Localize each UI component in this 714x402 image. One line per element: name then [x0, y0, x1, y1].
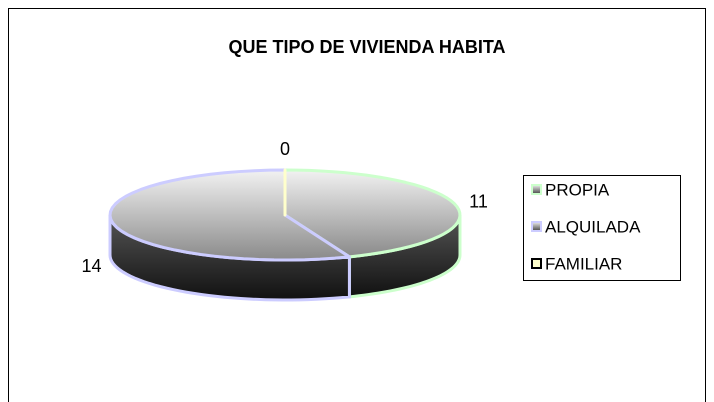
legend — [523, 175, 681, 281]
chart-title: QUE TIPO DE VIVIENDA HABITA — [228, 37, 505, 57]
pie-slice — [108, 168, 351, 262]
legend-swatch — [531, 221, 542, 232]
data-label: 0 — [280, 139, 290, 159]
legend-label: ALQUILADA — [545, 217, 641, 236]
data-label: 14 — [81, 256, 101, 276]
legend-label: FAMILIAR — [545, 254, 622, 273]
legend-swatch — [531, 184, 542, 195]
pie-slice — [283, 168, 462, 259]
legend-label: PROPIA — [545, 180, 610, 199]
legend-swatch — [531, 258, 542, 269]
data-label: 11 — [469, 192, 488, 212]
